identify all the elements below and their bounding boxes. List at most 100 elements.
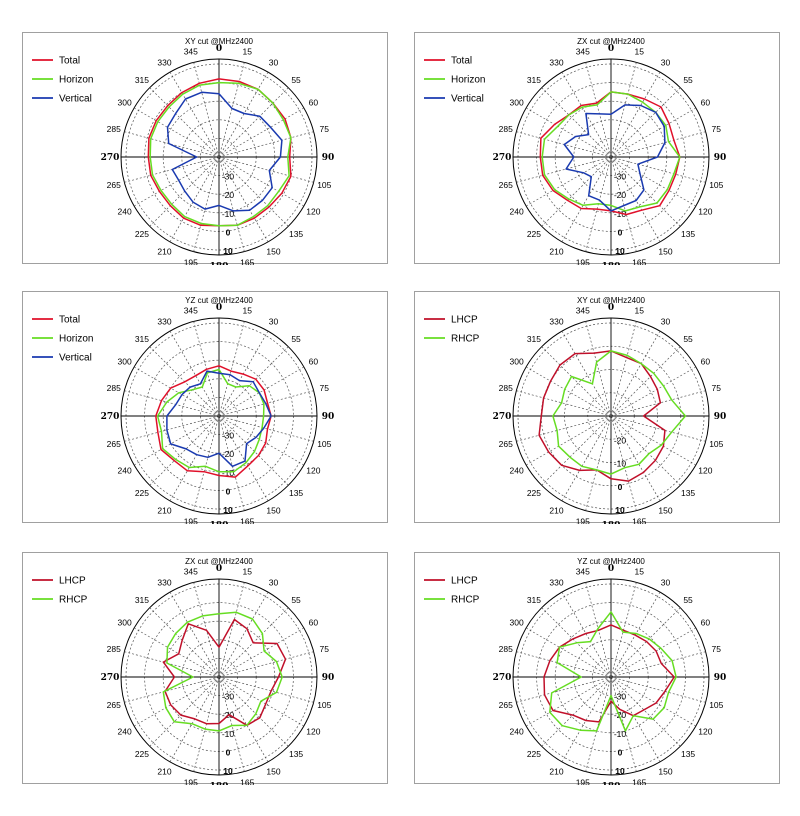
theta-tick-label: 135 xyxy=(681,749,695,759)
theta-tick-label: 210 xyxy=(549,505,563,515)
spoke xyxy=(193,156,220,252)
r-tick-label: -10 xyxy=(222,468,235,478)
theta-tick-label: 75 xyxy=(712,124,722,134)
theta-tick-label: 300 xyxy=(118,357,132,367)
spoke xyxy=(193,415,220,511)
spoke xyxy=(610,415,706,442)
theta-tick-label: 330 xyxy=(549,317,563,327)
theta-tick-label: 195 xyxy=(184,777,198,785)
legend-label: RHCP xyxy=(451,334,480,345)
spoke xyxy=(169,156,220,243)
spoke xyxy=(516,156,612,183)
theta-tick-label: 120 xyxy=(306,727,320,737)
theta-tick-label: 90 xyxy=(714,412,727,422)
spoke xyxy=(133,366,220,417)
spoke xyxy=(585,415,612,511)
series-line-rhcp xyxy=(162,611,283,732)
theta-tick-label: 150 xyxy=(658,505,672,515)
theta-tick-label: 265 xyxy=(107,180,121,190)
legend-label: LHCP xyxy=(451,315,478,326)
spoke xyxy=(541,346,612,417)
theta-tick-label: 180 xyxy=(602,521,621,524)
theta-tick-label: 15 xyxy=(634,306,644,316)
theta-tick-label: 345 xyxy=(184,47,198,57)
spoke xyxy=(525,627,612,678)
theta-tick-label: 315 xyxy=(135,334,149,344)
theta-tick-label: 195 xyxy=(576,257,590,265)
spoke xyxy=(218,87,289,158)
series-line-horizon xyxy=(541,91,681,212)
spoke xyxy=(541,156,612,227)
theta-tick-label: 90 xyxy=(322,153,335,163)
theta-tick-label: 345 xyxy=(184,306,198,316)
theta-tick-label: 300 xyxy=(118,618,132,628)
theta-tick-label: 55 xyxy=(291,334,301,344)
theta-tick-label: 60 xyxy=(701,618,711,628)
r-tick-label: -20 xyxy=(614,435,627,445)
legend-label: Total xyxy=(59,315,80,326)
theta-tick-label: 225 xyxy=(135,749,149,759)
theta-tick-label: 195 xyxy=(576,516,590,524)
legend-label: Horizon xyxy=(59,334,93,345)
spoke xyxy=(610,346,681,417)
spoke xyxy=(610,415,697,466)
legend-label: Horizon xyxy=(59,75,93,86)
theta-tick-label: 15 xyxy=(242,306,252,316)
chart-panel-1: XY cut @MHz2400 0 15 30 55 60 75 90 105 120 135 150… xyxy=(22,32,388,265)
theta-tick-label: 55 xyxy=(683,595,693,605)
theta-tick-label: 210 xyxy=(157,505,171,515)
theta-tick-label: 345 xyxy=(576,306,590,316)
theta-tick-label: 15 xyxy=(634,47,644,57)
theta-tick-label: 75 xyxy=(320,383,330,393)
spoke xyxy=(218,156,269,243)
theta-tick-label: 105 xyxy=(709,180,723,190)
chart-title: XY cut @MHz2400 xyxy=(577,296,646,305)
theta-tick-label: 300 xyxy=(510,618,524,628)
r-tick-label: 0 xyxy=(618,482,623,492)
theta-tick-label: 75 xyxy=(712,383,722,393)
r-tick-label: 0 xyxy=(226,227,231,237)
r-tick-label: 10 xyxy=(223,246,233,256)
theta-tick-label: 240 xyxy=(118,466,132,476)
theta-tick-label: 105 xyxy=(709,439,723,449)
theta-tick-label: 165 xyxy=(632,257,646,265)
theta-tick-label: 330 xyxy=(549,578,563,588)
theta-tick-label: 225 xyxy=(527,488,541,498)
theta-tick-label: 265 xyxy=(499,439,513,449)
legend-label: Vertical xyxy=(59,94,92,105)
series-line-total xyxy=(155,365,272,478)
theta-tick-label: 270 xyxy=(101,412,120,422)
series-line-vertical xyxy=(563,104,666,212)
theta-tick-label: 105 xyxy=(317,180,331,190)
series-line-rhcp xyxy=(549,611,677,732)
spoke xyxy=(169,330,220,417)
spoke xyxy=(149,87,220,158)
spoke xyxy=(610,156,661,243)
theta-tick-label: 15 xyxy=(242,47,252,57)
theta-tick-label: 55 xyxy=(683,75,693,85)
theta-tick-label: 30 xyxy=(269,317,279,327)
theta-tick-label: 300 xyxy=(510,357,524,367)
spoke xyxy=(610,71,661,158)
theta-tick-label: 270 xyxy=(493,153,512,163)
theta-tick-label: 210 xyxy=(549,766,563,776)
legend-label: Total xyxy=(59,56,80,67)
theta-tick-label: 150 xyxy=(658,766,672,776)
theta-tick-label: 330 xyxy=(157,317,171,327)
theta-tick-label: 285 xyxy=(499,644,513,654)
theta-tick-label: 330 xyxy=(157,578,171,588)
spoke xyxy=(149,676,220,747)
chart-title: XY cut @MHz2400 xyxy=(185,37,254,46)
spoke xyxy=(525,415,612,466)
spoke xyxy=(610,107,697,158)
theta-tick-label: 165 xyxy=(240,516,254,524)
spoke xyxy=(133,156,220,207)
theta-tick-label: 265 xyxy=(499,180,513,190)
spoke xyxy=(218,156,245,252)
spoke xyxy=(610,627,697,678)
theta-tick-label: 165 xyxy=(632,516,646,524)
theta-tick-label: 240 xyxy=(118,727,132,737)
